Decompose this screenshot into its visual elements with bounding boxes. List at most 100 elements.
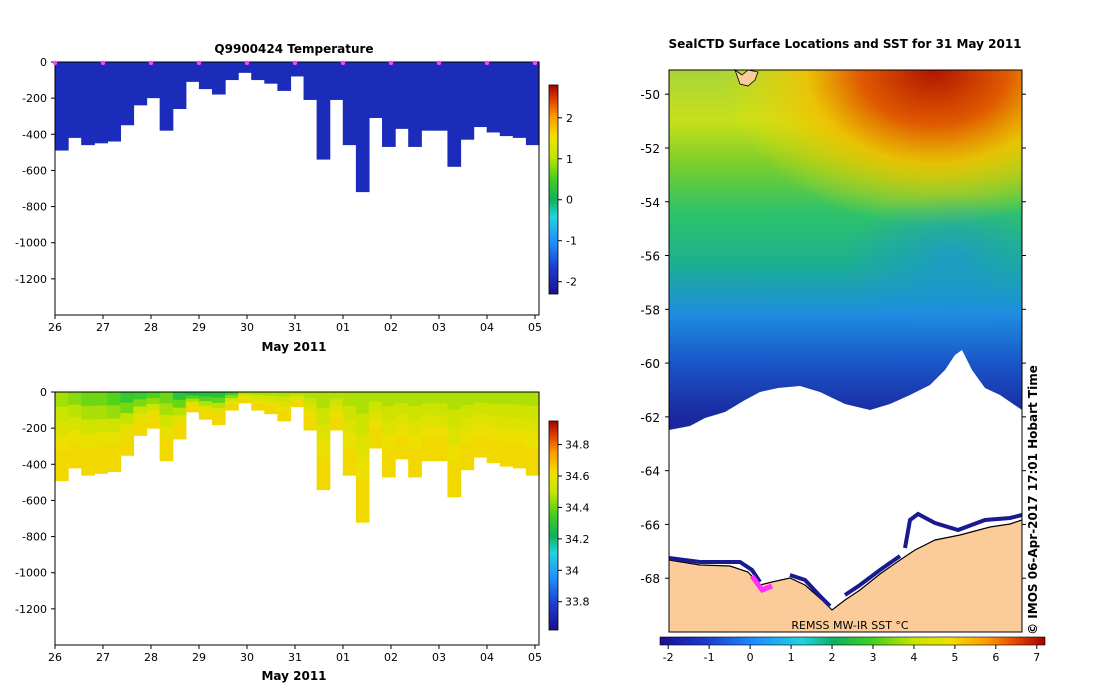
lat-tick-label: -60 (640, 357, 660, 371)
salinity-profile-cell (159, 403, 174, 416)
salinity-profile-cell (81, 461, 95, 476)
salinity-profile-cell (303, 410, 318, 418)
salinity-profile-cell (486, 403, 501, 416)
map-latitude-axis: -50 -52 -54 -56 -58 -60 -62 -64 -66 -68 (640, 88, 1026, 586)
salinity-profile-cell (525, 433, 540, 448)
salinity-profile-cell (290, 394, 305, 398)
salinity-profile-cell (460, 443, 475, 458)
salinity-profile-cell (225, 398, 239, 402)
salinity-profile-cell (251, 398, 265, 402)
colorbar-tick-label: -2 (566, 276, 577, 289)
salinity-profile-cell (107, 392, 122, 406)
salinity-profile-cell (251, 395, 265, 399)
salinity-profile-cell (512, 404, 527, 418)
salinity-profile-cell (159, 426, 174, 439)
map-credit: © IMOS 06-Apr-2017 17:01 Hobart Time (1026, 365, 1040, 635)
salinity-profile-cell (133, 399, 148, 407)
x-tick-label: 31 (288, 651, 302, 664)
x-tick-label: 02 (384, 321, 398, 334)
salinity-profiles (55, 392, 540, 523)
temperature-profile-column (238, 62, 252, 73)
salinity-colorbar (548, 420, 559, 631)
salinity-profile-cell (408, 392, 422, 407)
salinity-profile-cell (342, 433, 357, 448)
salinity-profile-cell (211, 408, 226, 415)
salinity-profile-cell (421, 437, 435, 450)
salinity-profile-cell (225, 404, 239, 408)
temperature-profile-column (473, 62, 488, 128)
salinity-profile-cell (198, 396, 213, 402)
salinity-plot-frame (54, 391, 540, 646)
salinity-profile-cell (447, 409, 462, 428)
salinity-profile-cell (395, 392, 409, 404)
x-tick-label: 29 (192, 651, 206, 664)
salinity-profile-cell (382, 434, 396, 450)
sst-tick-label: -1 (704, 651, 715, 664)
salinity-profile-cell (211, 392, 226, 398)
salinity-profile-cell (342, 461, 357, 476)
salinity-profile-cell (473, 446, 488, 458)
salinity-profile-cell (290, 401, 305, 405)
temperature-profile-column (55, 62, 69, 151)
sst-tick-label: 6 (992, 651, 999, 664)
salinity-profile-cell (434, 403, 449, 416)
salinity-profile-cell (120, 423, 135, 435)
x-tick-label: 28 (144, 321, 158, 334)
sst-tick-label: 4 (910, 651, 917, 664)
salinity-profile-cell (342, 419, 357, 435)
temperature-profile-column (525, 62, 540, 146)
salinity-profile-cell (264, 392, 278, 397)
salinity-profile-cell (512, 455, 527, 469)
colorbar-tick-label: -1 (566, 235, 577, 248)
profile-marker (196, 60, 202, 66)
salinity-profile-cell (120, 413, 135, 425)
salinity-profile-cell (146, 392, 161, 399)
lat-tick-label: -62 (640, 411, 660, 425)
sst-tick-label: 3 (869, 651, 876, 664)
salinity-profile-cell (94, 419, 108, 434)
salinity-profile-cell (421, 414, 435, 427)
salinity-profile-cell (512, 429, 527, 444)
sst-tick-label: 5 (951, 651, 958, 664)
salinity-profile-cell (94, 459, 108, 474)
salinity-profile-cell (355, 413, 370, 436)
salinity-profile-cell (133, 428, 148, 436)
salinity-profile-cell (447, 426, 462, 445)
salinity-profile-cell (408, 462, 422, 478)
salinity-profile-cell (185, 405, 200, 410)
profile-marker (148, 60, 154, 66)
salinity-profile-cell (421, 449, 435, 462)
lat-tick-label: -54 (640, 196, 660, 210)
salinity-profile-cell (68, 455, 82, 469)
x-tick-label: 04 (480, 321, 494, 334)
salinity-profile-cell (329, 398, 344, 406)
sst-tick-label: 7 (1033, 651, 1040, 664)
salinity-profile-cell (342, 392, 357, 407)
temperature-profile-column (225, 62, 239, 81)
temperature-profile-column (146, 62, 161, 99)
temperature-profile-column (133, 62, 148, 106)
salinity-profile-cell (251, 392, 265, 396)
salinity-profile-cell (460, 417, 475, 432)
y-tick-label: -1200 (15, 603, 47, 616)
colorbar-tick-label: 1 (566, 153, 573, 166)
salinity-profile-cell (499, 416, 514, 430)
salinity-profile-cell (355, 392, 370, 415)
salinity-profile-cell (499, 404, 514, 418)
salinity-profile-cell (120, 402, 135, 414)
sst-colorbar (659, 636, 1046, 646)
temperature-title: Q9900424 Temperature (214, 42, 373, 56)
temperature-profiles (55, 62, 540, 193)
salinity-profile-cell (316, 408, 331, 426)
map-footer: REMSS MW-IR SST °C (791, 619, 909, 632)
temperature-profile-column (264, 62, 278, 84)
salinity-profile-cell (421, 392, 435, 404)
salinity-profile-cell (499, 441, 514, 455)
salinity-profile-cell (395, 403, 409, 415)
salinity-profile-cell (290, 396, 305, 400)
salinity-profile-cell (316, 392, 331, 409)
lat-tick-label: -64 (640, 465, 660, 479)
salinity-profile-cell (81, 419, 95, 435)
salinity-profile-cell (107, 418, 122, 433)
salinity-profile-cell (264, 406, 278, 411)
